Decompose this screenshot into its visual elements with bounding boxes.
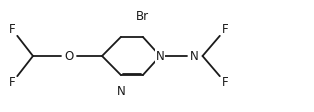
Text: Br: Br <box>136 10 149 23</box>
Text: N: N <box>190 50 199 62</box>
Text: N: N <box>156 50 165 62</box>
Text: F: F <box>222 23 229 36</box>
Text: F: F <box>8 76 15 89</box>
Text: N: N <box>116 85 125 98</box>
Text: F: F <box>8 23 15 36</box>
Text: F: F <box>222 76 229 89</box>
Text: O: O <box>64 50 74 62</box>
